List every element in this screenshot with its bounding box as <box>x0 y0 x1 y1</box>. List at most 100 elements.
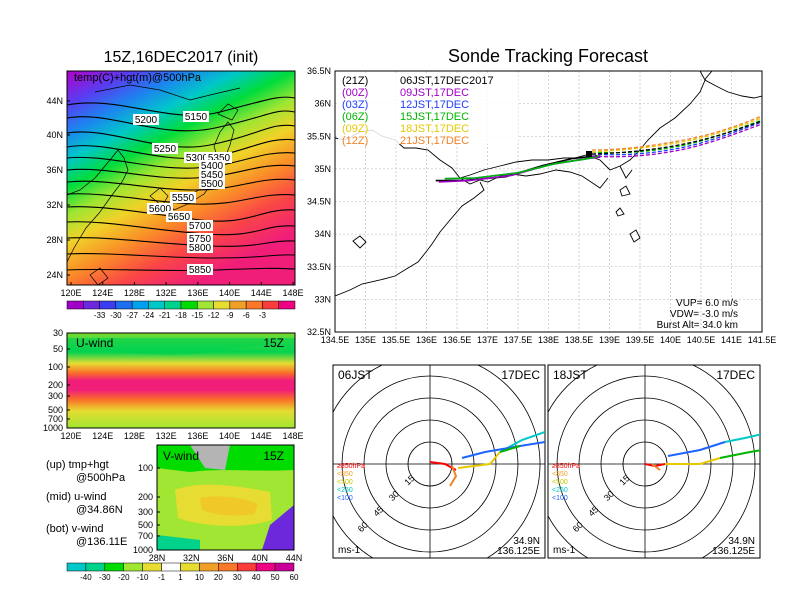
lon-tick: 140E <box>660 335 681 345</box>
lon-tick: 137.5E <box>504 335 533 345</box>
lat-tick: 34N <box>314 229 331 239</box>
pressure-tick: 1000 <box>133 545 153 555</box>
colorbar-label: -27 <box>126 311 138 320</box>
lat-tick: 33N <box>314 294 331 304</box>
lat-tick: 24N <box>46 270 63 280</box>
lat-tick: 36N <box>314 99 331 109</box>
hodograph-lat: 34.9N <box>513 536 540 547</box>
colorbar-cell <box>142 562 162 572</box>
hodograph-unit: ms-1 <box>553 545 576 556</box>
contour-label: 5650 <box>168 212 191 223</box>
track-map-grid <box>335 71 762 332</box>
temp-map-lon-ticks: 120E 124E 128E 132E 136E 140E 144E 148E <box>60 282 304 298</box>
lon-tick: 132E <box>156 288 177 298</box>
wind-colorbar: -40 -30 -20 -10 -1 1 10 20 30 40 50 60 <box>66 562 299 582</box>
pressure-tick: 1000 <box>43 423 63 433</box>
lon-tick: 132E <box>156 431 177 441</box>
hodograph-segment-4 <box>461 441 545 459</box>
pressure-tick: 300 <box>48 391 63 401</box>
panel-legend: (up) tmp+hgt @500hPa (mid) u-wind @34.86… <box>46 459 127 548</box>
hodograph-frame <box>547 364 761 559</box>
temp-height-map-panel: 15Z,16DEC2017 (init) <box>46 49 303 320</box>
lon-tick: 134.5E <box>321 335 350 345</box>
track-lon-ticks: 134.5E 135E 135.5E 136E 136.5E 137E 137.5E 138E… <box>321 335 777 345</box>
lat-tick: 36N <box>46 165 63 175</box>
colorbar-cell <box>164 300 182 310</box>
track-map-frame <box>334 70 763 333</box>
colorbar-label: 40 <box>252 573 261 582</box>
launch-legend: (21Z) 06JST,17DEC2017 (00Z) 09JST,17DEC (03Z… <box>338 74 518 147</box>
v-wind-fill <box>262 505 294 550</box>
colorbar-cell <box>83 300 100 310</box>
hodograph-segment-2 <box>457 451 501 469</box>
launch-z: (21Z) <box>342 75 368 87</box>
pressure-tick: 100 <box>138 463 153 473</box>
colorbar-cell <box>199 562 219 572</box>
contour-label: 5250 <box>154 144 177 155</box>
colorbar-label: 1 <box>178 573 183 582</box>
lon-tick: 141E <box>721 335 742 345</box>
ring-label: 30 <box>602 489 616 503</box>
lat-tick: 28N <box>46 235 63 245</box>
hodograph-segment-3 <box>719 449 760 459</box>
lon-tick: 124E <box>92 288 113 298</box>
ring-label: 30 <box>387 489 401 503</box>
colorbar-cell <box>66 300 84 310</box>
lat-tick: 36N <box>217 553 234 563</box>
hodograph-segment-1 <box>651 463 661 471</box>
colorbar-cell <box>180 300 198 310</box>
v-wind-fill <box>190 445 230 470</box>
colorbar-cell <box>255 562 276 572</box>
contour-label: 5600 <box>149 204 172 215</box>
contour-label: 5450 <box>201 170 224 181</box>
colorbar-label: -30 <box>99 573 111 582</box>
pressure-tick: 100 <box>48 362 63 372</box>
hodograph-time: 06JST <box>338 368 373 382</box>
track-drift-3 <box>591 117 762 153</box>
lat-tick: 33.5N <box>307 262 331 272</box>
launch-jst: 21JST,17DEC <box>400 135 469 147</box>
ring-label: 15 <box>617 473 631 487</box>
lon-tick: 135.5E <box>382 335 411 345</box>
colorbar-cell <box>161 562 181 572</box>
legend-bg <box>338 74 518 144</box>
track-drift-1 <box>591 121 762 156</box>
contour-label: 5300 <box>186 153 209 164</box>
ring-label: 60 <box>356 520 370 534</box>
launch-z: (03Z) <box>342 99 368 111</box>
contour-label: 5550 <box>172 193 195 204</box>
temp-map-title: 15Z,16DEC2017 (init) <box>104 49 259 66</box>
lon-tick: 139.5E <box>626 335 655 345</box>
colorbar-label: -15 <box>192 311 204 320</box>
legend-line: (bot) v-wind <box>46 523 103 535</box>
ring-label: 15 <box>402 473 416 487</box>
v-wind-fill <box>200 496 258 516</box>
sonde-params: VUP= 6.0 m/s VDW= -3.0 m/s Burst Alt= 34… <box>657 298 738 331</box>
contour-labels: 5200 5150 5250 5300 5350 5400 5450 5500 … <box>133 111 232 276</box>
lon-tick: 140E <box>219 431 240 441</box>
colorbar-label: -10 <box>137 573 149 582</box>
contour-label: 5800 <box>189 243 212 254</box>
colorbar-label: -40 <box>80 573 92 582</box>
lon-tick: 136E <box>416 335 437 345</box>
lat-tick: 35.5N <box>307 131 331 141</box>
track-drift-0 <box>591 123 762 158</box>
hodograph-segment-5 <box>667 441 726 457</box>
contour-label: 5700 <box>189 221 212 232</box>
pressure-tick: 300 <box>138 507 153 517</box>
legend-line: @500hPa <box>76 472 126 484</box>
contour-label: 5850 <box>189 265 212 276</box>
hodograph-segment-2 <box>665 457 721 465</box>
track-descent-0 <box>435 155 598 182</box>
legend-line: (up) tmp+hgt <box>46 459 109 471</box>
pressure-tick: 50 <box>53 344 63 354</box>
launch-jst: 12JST,17DEC <box>400 99 469 111</box>
colorbar-label: -24 <box>143 311 155 320</box>
lat-tick: 32N <box>183 553 200 563</box>
colorbar-label: -21 <box>159 311 171 320</box>
u-wind-fill <box>67 338 295 355</box>
level-label: ≥850hPa <box>552 463 580 470</box>
pressure-tick: 700 <box>138 531 153 541</box>
